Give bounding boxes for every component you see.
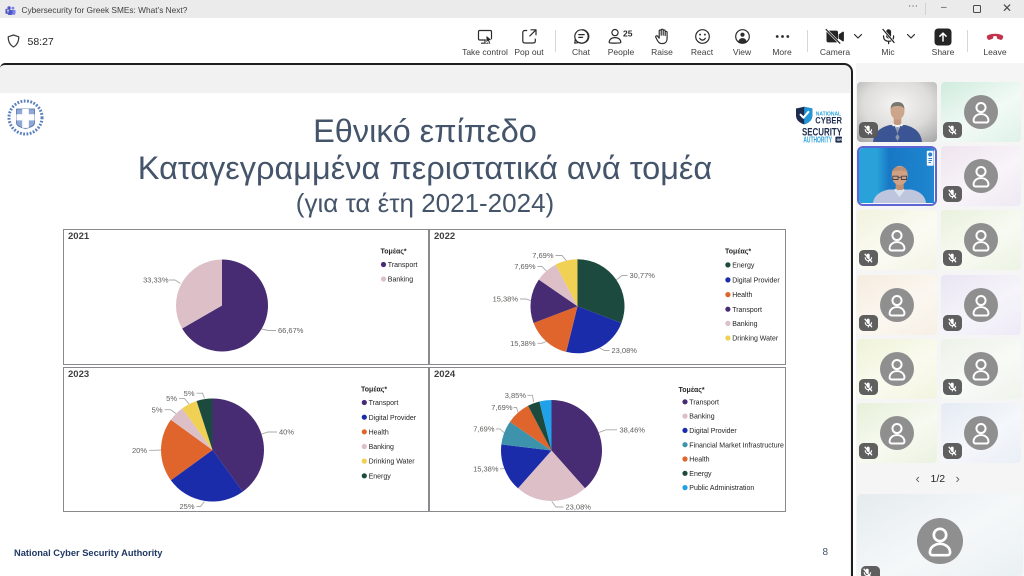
svg-text:GR: GR	[837, 138, 843, 142]
svg-text:CYBER: CYBER	[815, 115, 842, 125]
svg-text:25: 25	[623, 29, 633, 39]
svg-text:SECURITY: SECURITY	[802, 126, 842, 138]
svg-text:AUTHORITY: AUTHORITY	[803, 135, 832, 143]
svg-text:NATIONAL: NATIONAL	[816, 111, 842, 117]
